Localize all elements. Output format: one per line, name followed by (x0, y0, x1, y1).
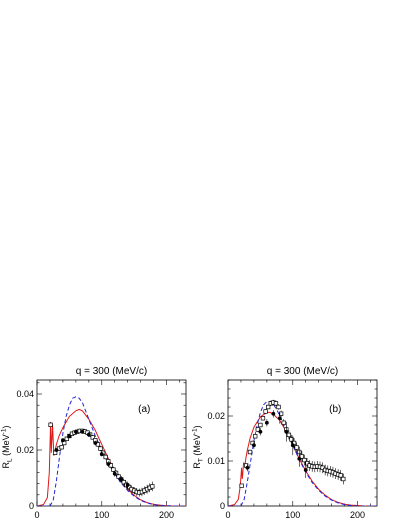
data-point-open-square (302, 457, 307, 463)
data-point-filled-circle (271, 411, 276, 416)
data-point-filled-circle (61, 438, 65, 443)
y-tick-label: 0 (220, 501, 225, 511)
data-point-open-square (64, 436, 69, 441)
x-tick-label: 200 (159, 510, 174, 520)
y-tick-label: 0.04 (16, 389, 34, 399)
x-tick-label: 100 (285, 510, 300, 520)
panel-left: q = 300 (MeV/c) (a) 0 100 200 0 0.02 0.04 RL (Me… (1, 366, 187, 520)
data-point-open-square (103, 454, 108, 460)
data-point-filled-circle (112, 471, 117, 476)
data-point-filled-circle (277, 416, 282, 421)
data-point-open-square (59, 445, 64, 450)
data-point-open-square (320, 465, 325, 470)
data-point-open-square (255, 427, 260, 432)
plot-frame (36, 379, 187, 507)
y-axis-label: RT (MeV-1) (192, 425, 205, 468)
y-axis-label-unit: (MeV (1, 434, 11, 458)
y-axis-label-main: R (192, 462, 202, 469)
data-point-filled-circle (258, 429, 263, 434)
data-point-open-square (263, 409, 268, 414)
data-point-filled-circle (290, 443, 295, 448)
data-point-filled-circle (80, 429, 85, 434)
y-tick-label: 0.02 (16, 445, 34, 455)
data-point-filled-circle (125, 483, 130, 487)
data-point-open-square (253, 434, 258, 439)
data-point-open-square (304, 461, 310, 466)
data-point-filled-circle (297, 456, 302, 461)
data-point-filled-circle (252, 443, 256, 448)
data-point-open-square (299, 454, 305, 459)
plot-frame (227, 379, 378, 507)
data-point-open-square (90, 435, 95, 440)
data-point-open-square (111, 467, 116, 472)
data-point-open-square (341, 476, 346, 482)
panel-label: (b) (329, 404, 341, 415)
data-point-open-square (338, 473, 343, 478)
data-point-open-square (116, 474, 121, 479)
data-point-open-square (258, 422, 263, 428)
data-point-open-square (121, 480, 126, 485)
y-axis-label-main: R (1, 461, 11, 468)
data-point-filled-circle (99, 452, 104, 457)
data-point-open-square (48, 422, 53, 427)
y-axis-label-close: ) (192, 425, 202, 428)
data-point-filled-circle (264, 420, 269, 425)
data-point-filled-circle (86, 432, 91, 437)
data-point-open-square (98, 446, 103, 451)
data-point-open-square (239, 483, 244, 488)
data-point-open-square (278, 411, 284, 416)
data-point-filled-circle (303, 468, 308, 472)
panel-label: (a) (138, 404, 150, 415)
y-tick-label: 0.01 (207, 456, 225, 466)
data-point-open-square (266, 404, 271, 410)
y-axis-label-sub: T (198, 458, 205, 462)
chart-title: q = 300 (MeV/c) (267, 366, 338, 377)
x-tick-label: 200 (350, 510, 365, 520)
x-tick-label: 100 (94, 510, 109, 520)
data-point-open-square (276, 404, 281, 410)
data-point-open-square (281, 420, 286, 425)
data-point-open-square (247, 449, 253, 455)
data-point-filled-circle (119, 477, 124, 482)
data-point-filled-circle (106, 462, 111, 466)
data-point-open-square (150, 484, 155, 489)
data-point-open-square (286, 432, 292, 438)
chart-title: q = 300 (MeV/c) (76, 366, 147, 377)
data-point-filled-circle (54, 448, 59, 452)
data-point-filled-circle (284, 429, 289, 434)
data-point-filled-circle (93, 441, 98, 445)
data-point-filled-circle (73, 429, 78, 434)
data-point-open-square (294, 445, 299, 450)
data-point-open-square (273, 401, 279, 406)
y-tick-label: 0 (29, 501, 34, 511)
y-axis-label-exp: -1 (192, 428, 199, 434)
y-tick-label: 0.02 (207, 411, 225, 421)
y-axis-label-close: ) (1, 426, 11, 429)
y-axis-label-exp: -1 (1, 428, 8, 434)
model-curve-solid-red (37, 408, 186, 506)
data-point-open-square (289, 437, 294, 442)
data-point-filled-circle (67, 434, 72, 438)
x-tick-label: 0 (225, 510, 230, 520)
y-axis-label-sub: L (7, 458, 14, 462)
x-tick-label: 0 (34, 510, 39, 520)
y-axis-label-unit: (MeV (192, 434, 202, 458)
data-point-open-square (260, 416, 266, 421)
model-curve-dashed-blue (37, 396, 186, 506)
data-point-filled-circle (245, 465, 250, 470)
y-axis-label: RL (MeV-1) (1, 426, 14, 469)
